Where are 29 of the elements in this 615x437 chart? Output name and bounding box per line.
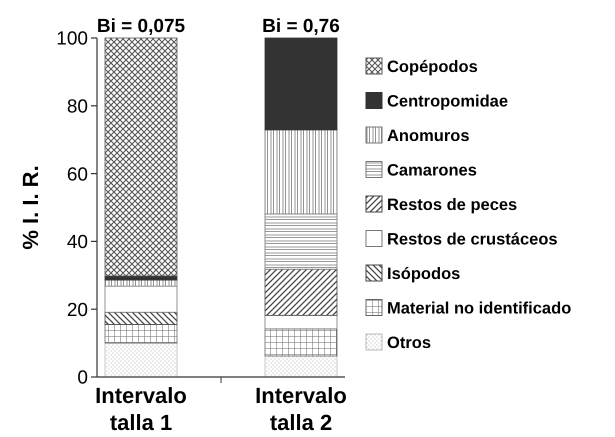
y-axis-title: % I. I. R. [18, 165, 43, 250]
legend-label: Centropomidae [387, 92, 508, 110]
bar [264, 38, 338, 130]
legend-label: Restos de crustáceos [387, 230, 558, 248]
y-tick-label: 60 [66, 164, 88, 186]
legend-label: Otros [387, 334, 432, 352]
legend-label: Camarones [387, 161, 477, 180]
y-tick-label: 40 [66, 232, 88, 254]
bar [264, 328, 338, 356]
legend-label: Anomuros [387, 126, 470, 145]
y-tick-label: 0 [77, 368, 88, 389]
annotation: Bi = 0,075 [96, 16, 186, 37]
annotation: Bi = 0,76 [262, 16, 340, 37]
x-tick-label: Intervalo talla 1 [95, 383, 187, 435]
bar [104, 342, 178, 378]
legend-label: Restos de peces [387, 196, 518, 214]
legend-label: Copépodos [387, 58, 478, 76]
bar [104, 38, 178, 276]
x-tick-label: Intervalo talla 2 [255, 383, 347, 435]
bar [104, 312, 178, 325]
legend-label: Material no identificado [387, 299, 572, 318]
y-tick-label: 80 [66, 96, 88, 118]
bar [264, 268, 338, 316]
y-tick-label: 20 [66, 300, 88, 321]
bar [264, 356, 338, 378]
bar [264, 314, 338, 330]
legend-label: Isópodos [387, 264, 460, 283]
bar [104, 324, 178, 344]
y-tick-label: 100 [56, 28, 88, 50]
